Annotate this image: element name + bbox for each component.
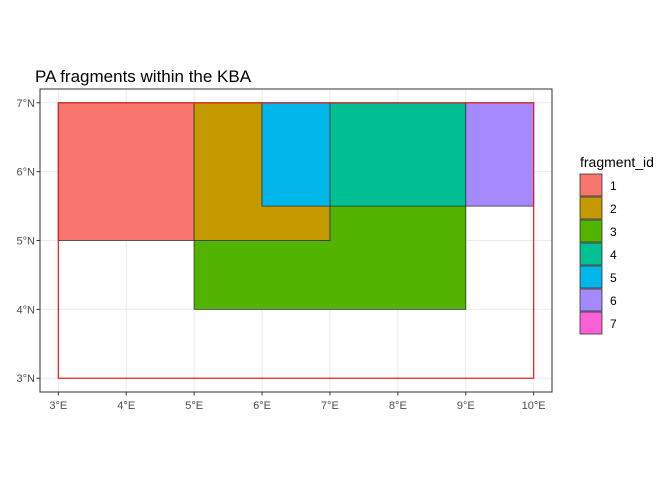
kba-outline-layer [57, 102, 535, 379]
x-tick-label: 7°E [321, 400, 339, 412]
legend-key-1 [579, 173, 603, 197]
legend-label-3: 3 [610, 225, 617, 239]
legend-label-5: 5 [610, 271, 617, 285]
legend-key-2 [579, 196, 603, 220]
legend-label-1: 1 [610, 179, 617, 193]
fragment-4 [329, 102, 467, 207]
fragment-polygons [57, 102, 535, 310]
x-tick-label: 4°E [117, 400, 135, 412]
x-tick-label: 10°E [522, 400, 546, 412]
x-tick-label: 8°E [389, 400, 407, 412]
kba-outline [57, 102, 535, 379]
legend-title: fragment_id [580, 154, 654, 170]
x-tick-label: 9°E [457, 400, 475, 412]
x-tick-label: 6°E [253, 400, 271, 412]
legend-label-6: 6 [610, 294, 617, 308]
y-tick-label: 5°N [17, 236, 36, 248]
legend-key-5 [579, 265, 603, 289]
legend-label-4: 4 [610, 248, 617, 262]
fragment-6 [465, 102, 535, 207]
fragment-1 [57, 102, 195, 241]
legend-label-2: 2 [610, 202, 617, 216]
chart-title: PA fragments within the KBA [35, 67, 252, 86]
legend-label-7: 7 [610, 317, 617, 331]
y-tick-label: 3°N [17, 373, 36, 385]
y-tick-label: 6°N [17, 167, 36, 179]
legend: fragment_id 1 2 3 4 5 6 7 [579, 154, 654, 335]
legend-key-7 [579, 311, 603, 335]
x-tick-label: 5°E [185, 400, 203, 412]
axes: 3°E 4°E 5°E 6°E 7°E 8°E 9°E 10°E 3°N 4°N 5°N 6°N 7°N [17, 98, 546, 412]
y-tick-label: 7°N [17, 98, 36, 110]
legend-key-3 [579, 219, 603, 243]
legend-key-6 [579, 288, 603, 312]
x-tick-label: 3°E [49, 400, 67, 412]
legend-key-4 [579, 242, 603, 266]
fragment-5 [261, 102, 331, 207]
y-tick-label: 4°N [17, 304, 36, 316]
